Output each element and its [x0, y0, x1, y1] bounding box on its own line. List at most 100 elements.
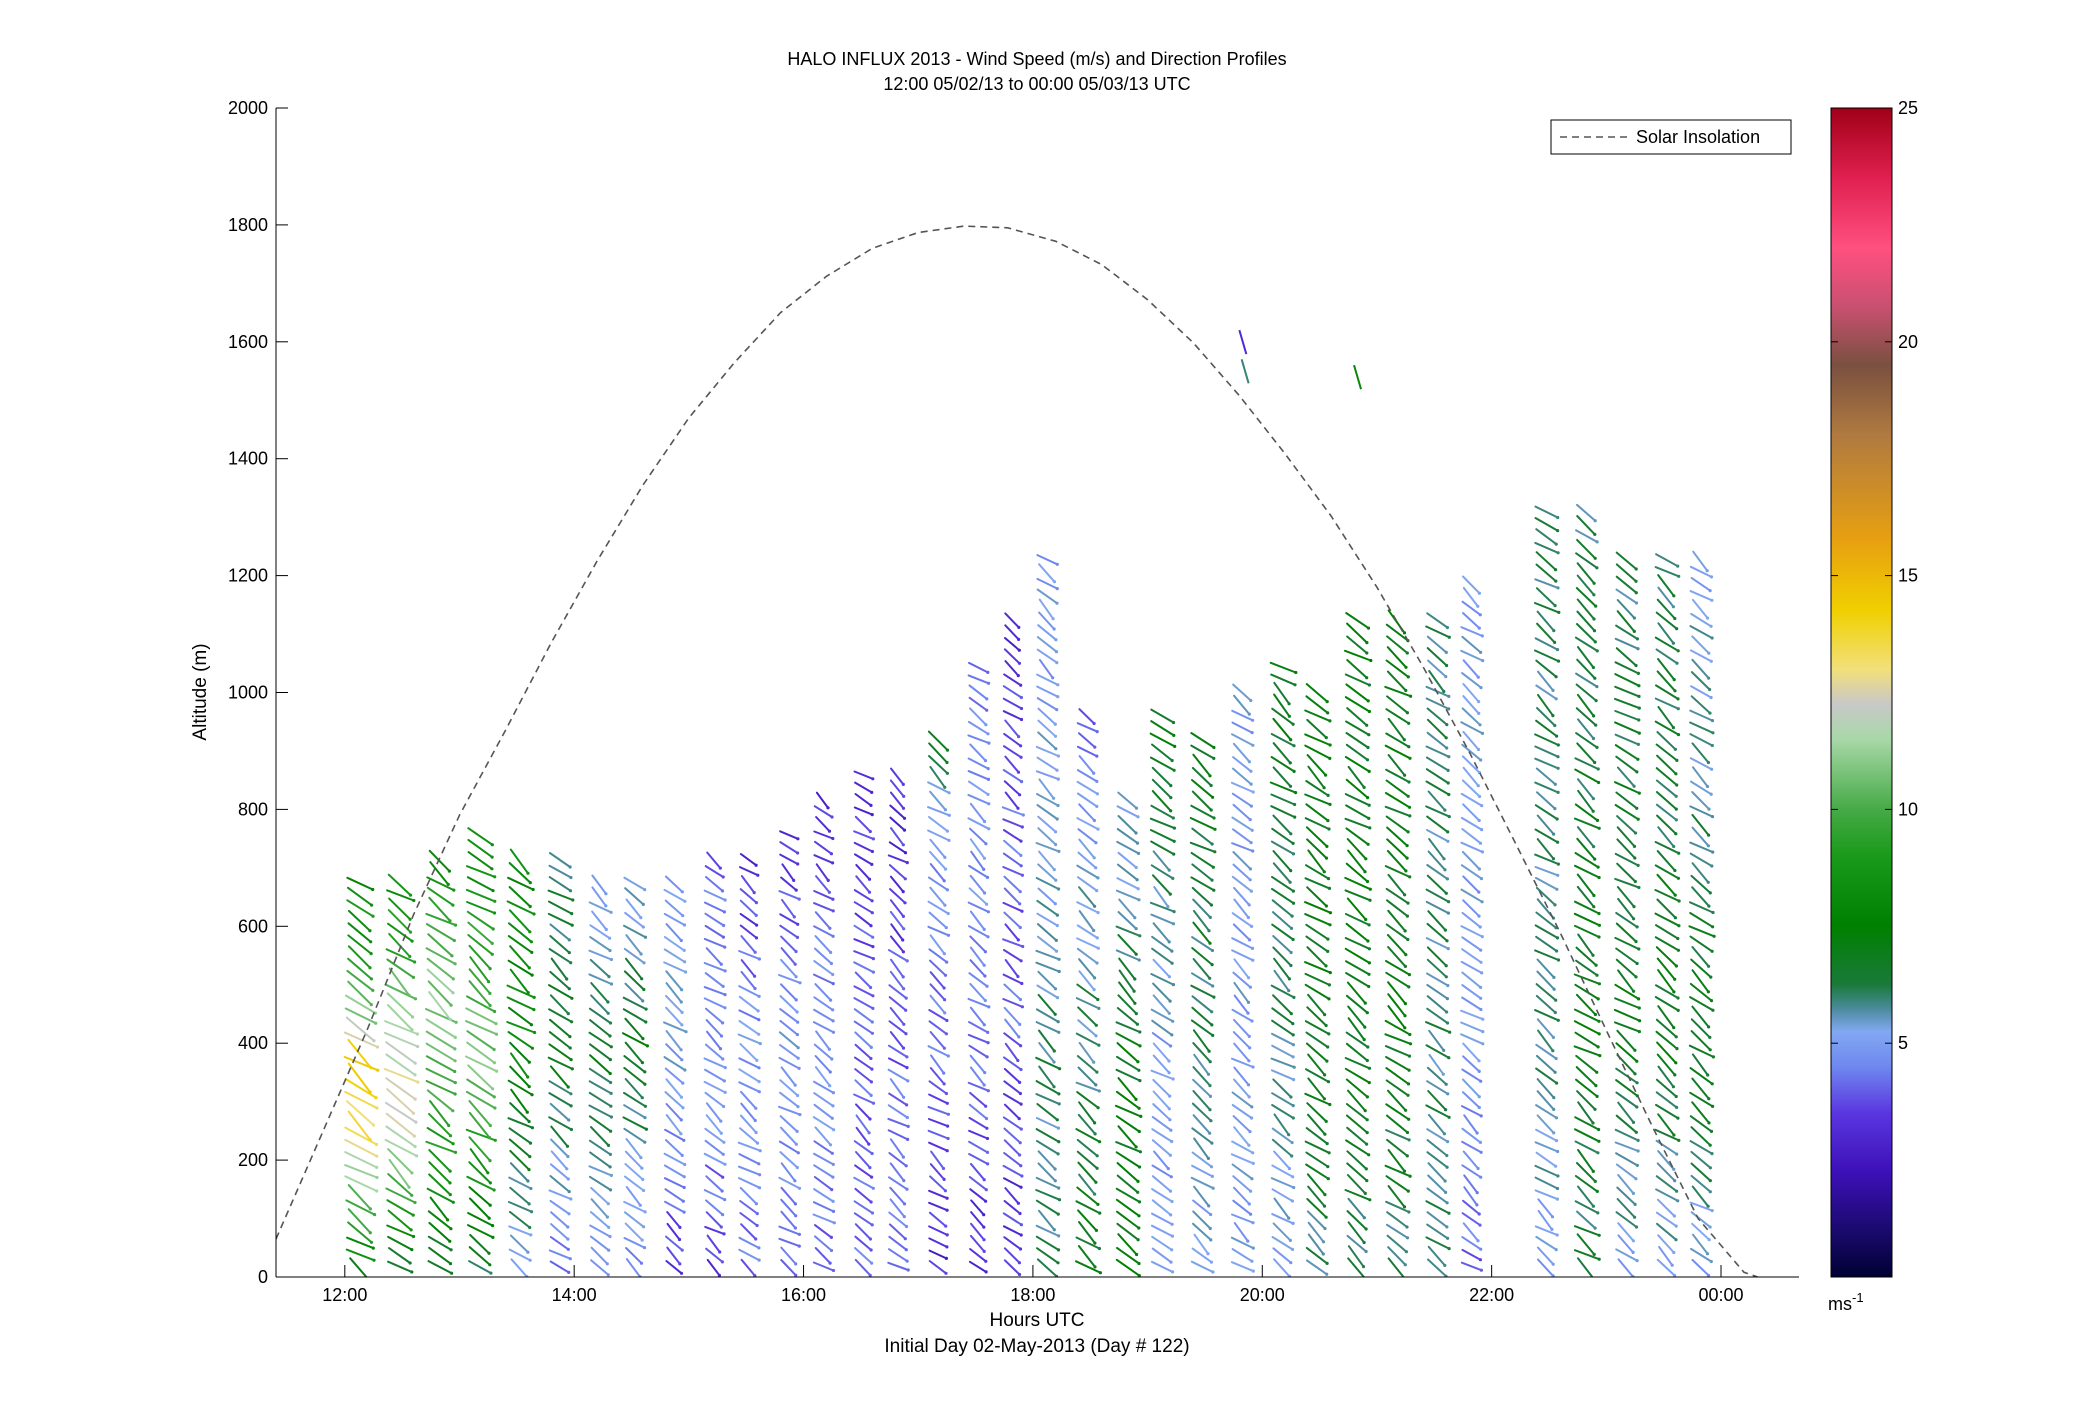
wind-vector-head	[1172, 910, 1176, 914]
wind-vector-head	[1057, 1140, 1061, 1144]
wind-vector	[1345, 960, 1370, 976]
wind-vector	[1691, 1222, 1711, 1241]
wind-vector-head	[1367, 972, 1371, 976]
wind-vector	[1231, 721, 1254, 734]
wind-vector	[1304, 972, 1331, 986]
wind-vector-head	[1706, 760, 1710, 765]
wind-vector-head	[828, 1084, 832, 1088]
wind-vector-head	[371, 1123, 376, 1127]
wind-vector	[589, 1151, 612, 1168]
wind-vector	[854, 1068, 873, 1083]
wind-vector	[1036, 1140, 1060, 1155]
wind-vector-head	[1094, 1034, 1098, 1038]
wind-vector	[1536, 610, 1555, 632]
wind-vector-head	[905, 1187, 909, 1191]
wind-vector-head	[1365, 1095, 1369, 1099]
wind-vector-head	[1706, 616, 1710, 620]
wind-vector-head	[1056, 1152, 1060, 1156]
wind-vector-head	[1363, 1109, 1367, 1113]
wind-vector	[967, 720, 989, 735]
wind-vector	[778, 1031, 800, 1049]
wind-vector	[387, 1235, 413, 1251]
wind-vector	[1002, 901, 1023, 913]
wind-vector-head	[1597, 923, 1601, 927]
wind-vector	[664, 1091, 684, 1109]
wind-vector-head	[1593, 556, 1597, 560]
wind-vector-head	[1597, 780, 1601, 785]
wind-vector	[1115, 1198, 1140, 1217]
wind-vector	[1271, 1164, 1294, 1178]
wind-vector-head	[1636, 742, 1640, 747]
wind-vector-head	[1447, 792, 1451, 797]
wind-vector-head	[1633, 1072, 1637, 1076]
wind-vector	[1305, 1246, 1329, 1265]
wind-vector-head	[1478, 841, 1483, 845]
wind-vector-head	[1593, 519, 1597, 523]
wind-vector-head	[1170, 1248, 1174, 1252]
wind-vector-head	[1554, 542, 1558, 546]
wind-vector-head	[1365, 1058, 1369, 1063]
wind-vector-head	[1210, 1010, 1214, 1014]
wind-vector-head	[1554, 675, 1558, 679]
wind-vector	[1689, 1201, 1714, 1212]
wind-vector	[1076, 1150, 1099, 1170]
wind-vector	[1536, 1078, 1555, 1099]
wind-vector	[1460, 792, 1483, 807]
wind-vector	[854, 912, 872, 927]
wind-vector-head	[1404, 1108, 1408, 1112]
wind-vector	[739, 1114, 758, 1134]
wind-vector-head	[796, 862, 800, 866]
wind-vector	[1657, 1065, 1675, 1088]
wind-vector-head	[1171, 1077, 1175, 1081]
wind-vector	[1691, 1053, 1709, 1076]
wind-vector-head	[1635, 1059, 1639, 1063]
wind-vector-head	[1055, 661, 1059, 665]
wind-vector	[1149, 829, 1176, 843]
wind-vector-head	[1134, 806, 1139, 810]
wind-vector-head	[1596, 1151, 1600, 1155]
wind-vector	[1305, 695, 1329, 714]
wind-vector-head	[1167, 1011, 1171, 1015]
wind-vector	[1192, 753, 1211, 777]
wind-vector	[1035, 770, 1060, 781]
wind-vector	[779, 913, 799, 926]
wind-vector	[1344, 947, 1371, 964]
wind-vector	[1273, 681, 1291, 705]
wind-vector-head	[1404, 688, 1408, 693]
wind-vector	[1150, 973, 1175, 986]
wind-vector-head	[607, 1225, 611, 1229]
wind-vector	[1385, 923, 1409, 941]
wind-vector-head	[755, 1058, 759, 1062]
wind-vector	[703, 889, 727, 901]
wind-vector-head	[870, 1261, 874, 1265]
wind-vector	[1655, 648, 1678, 665]
wind-vector	[814, 1235, 833, 1252]
wind-vector	[1574, 1200, 1599, 1214]
wind-vector	[1232, 742, 1251, 763]
wind-vector-head	[567, 951, 571, 955]
wind-vector	[588, 1165, 613, 1177]
wind-vector	[814, 1126, 832, 1146]
wind-vector-head	[1210, 1023, 1214, 1027]
wind-vector-head	[678, 1262, 682, 1266]
wind-vector-head	[1711, 1104, 1715, 1108]
wind-vector-head	[1445, 625, 1449, 630]
wind-vector-head	[1445, 939, 1449, 943]
wind-vector-head	[1365, 1118, 1369, 1122]
wind-vector	[1190, 1019, 1214, 1037]
wind-vector	[1461, 1248, 1482, 1261]
wind-vector	[929, 1067, 946, 1085]
wind-vector-head	[1323, 1073, 1327, 1077]
wind-vector-head	[1710, 767, 1714, 771]
wind-vector	[344, 1090, 378, 1109]
x-ticks: 12:00 14:00 16:00 18:00 20:00 22:00 00:00	[322, 1265, 1744, 1305]
wind-vector	[969, 982, 987, 1002]
wind-vector	[1035, 1021, 1060, 1034]
wind-vector-head	[1635, 770, 1639, 774]
wind-vector-head	[1056, 1020, 1060, 1024]
wind-vector-head	[1134, 1145, 1138, 1149]
wind-vector	[388, 967, 410, 997]
wind-vector-head	[640, 1166, 644, 1170]
wind-vector	[1688, 1044, 1715, 1058]
wind-vector-head	[945, 1245, 949, 1249]
